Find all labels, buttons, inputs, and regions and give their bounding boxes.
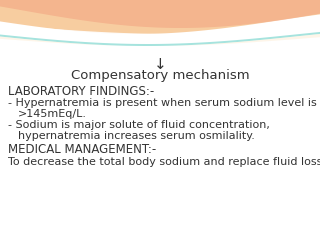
Text: To decrease the total body sodium and replace fluid loss,: To decrease the total body sodium and re… — [8, 157, 320, 167]
Text: - Sodium is major solute of fluid concentration,: - Sodium is major solute of fluid concen… — [8, 120, 270, 130]
Text: ↓: ↓ — [154, 57, 166, 72]
Text: LABORATORY FINDINGS:-: LABORATORY FINDINGS:- — [8, 85, 154, 98]
Text: - Hypernatremia is present when serum sodium level is: - Hypernatremia is present when serum so… — [8, 98, 317, 108]
Text: Compensatory mechanism: Compensatory mechanism — [71, 69, 249, 82]
Text: MEDICAL MANAGEMENT:-: MEDICAL MANAGEMENT:- — [8, 143, 156, 156]
Text: >145mEq/L.: >145mEq/L. — [18, 109, 87, 119]
Text: hypernatremia increases serum osmilality.: hypernatremia increases serum osmilality… — [18, 131, 255, 141]
